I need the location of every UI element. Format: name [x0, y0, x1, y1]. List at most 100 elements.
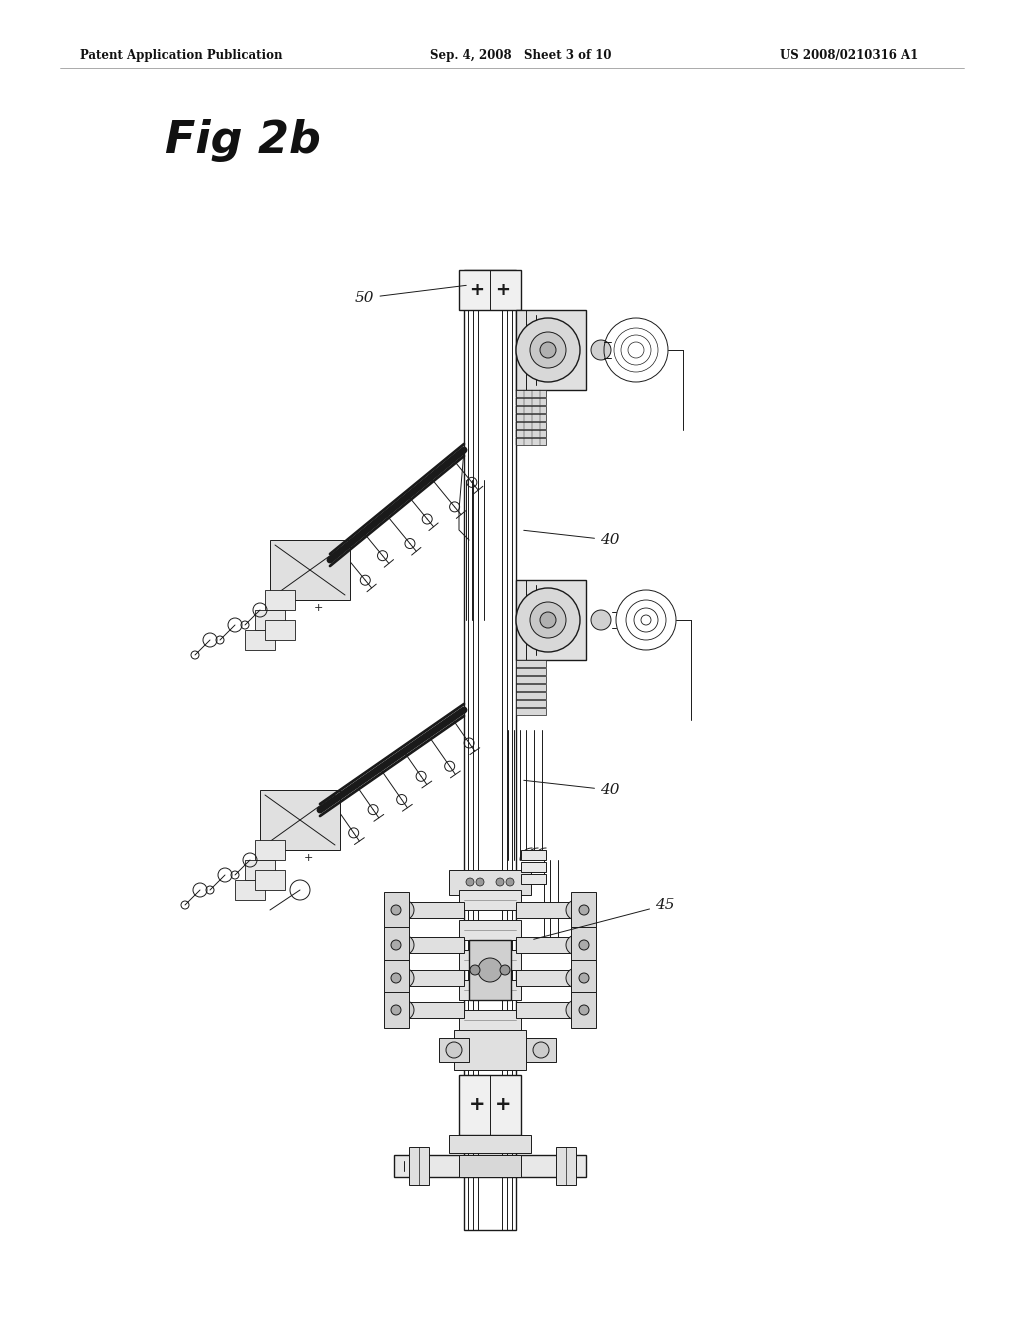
Bar: [516, 310, 586, 389]
Circle shape: [579, 940, 589, 950]
Bar: [255, 840, 285, 861]
Bar: [516, 430, 546, 437]
Circle shape: [530, 333, 566, 368]
Circle shape: [496, 878, 504, 886]
Bar: [516, 1002, 571, 1018]
Text: +: +: [469, 281, 484, 300]
Bar: [409, 902, 464, 917]
Circle shape: [579, 1005, 589, 1015]
Circle shape: [466, 878, 474, 886]
Bar: [459, 1155, 521, 1177]
Bar: [459, 1074, 521, 1135]
Bar: [516, 579, 586, 660]
Circle shape: [446, 1041, 462, 1059]
Bar: [449, 1135, 531, 1152]
Bar: [516, 399, 546, 405]
Circle shape: [394, 900, 414, 920]
Bar: [234, 880, 265, 900]
Bar: [516, 660, 546, 667]
Bar: [409, 1147, 429, 1185]
Text: Fig 2b: Fig 2b: [165, 119, 321, 161]
Bar: [439, 1038, 469, 1063]
Bar: [384, 993, 409, 1028]
Bar: [409, 1002, 464, 1018]
Bar: [571, 960, 596, 997]
Text: US 2008/0210316 A1: US 2008/0210316 A1: [780, 49, 919, 62]
Circle shape: [566, 1001, 586, 1020]
Circle shape: [506, 878, 514, 886]
Text: +: +: [496, 281, 511, 300]
Bar: [571, 892, 596, 928]
Circle shape: [540, 612, 556, 628]
Bar: [516, 422, 546, 429]
Bar: [516, 937, 571, 953]
Bar: [459, 271, 521, 310]
Bar: [270, 540, 350, 601]
Circle shape: [476, 878, 484, 886]
Text: +: +: [313, 603, 323, 612]
Circle shape: [540, 342, 556, 358]
Circle shape: [516, 318, 580, 381]
Text: +: +: [495, 1096, 511, 1114]
Text: Sep. 4, 2008   Sheet 3 of 10: Sep. 4, 2008 Sheet 3 of 10: [430, 49, 611, 62]
Bar: [469, 940, 511, 1001]
Bar: [454, 1030, 526, 1071]
Circle shape: [470, 965, 480, 975]
Text: 45: 45: [534, 898, 675, 940]
Bar: [521, 850, 546, 861]
Circle shape: [530, 602, 566, 638]
Bar: [245, 861, 275, 880]
Circle shape: [591, 610, 611, 630]
Bar: [245, 630, 275, 649]
Bar: [384, 892, 409, 928]
Circle shape: [391, 1005, 401, 1015]
Bar: [516, 902, 571, 917]
Bar: [526, 1038, 556, 1063]
Bar: [255, 610, 285, 630]
Bar: [516, 414, 546, 421]
Circle shape: [566, 935, 586, 954]
Circle shape: [391, 940, 401, 950]
Bar: [516, 700, 546, 708]
Bar: [255, 870, 285, 890]
Circle shape: [391, 973, 401, 983]
Circle shape: [566, 968, 586, 987]
Circle shape: [500, 965, 510, 975]
Bar: [516, 389, 546, 397]
Bar: [260, 789, 340, 850]
Circle shape: [591, 341, 611, 360]
Bar: [464, 271, 516, 1230]
Bar: [449, 870, 531, 895]
Bar: [459, 1010, 521, 1030]
Bar: [516, 676, 546, 682]
Text: +: +: [469, 1096, 485, 1114]
Bar: [516, 970, 571, 986]
Bar: [384, 960, 409, 997]
Circle shape: [566, 900, 586, 920]
Bar: [516, 668, 546, 675]
Bar: [521, 862, 546, 873]
Bar: [265, 620, 295, 640]
Bar: [394, 1155, 586, 1177]
Bar: [384, 927, 409, 964]
Circle shape: [394, 935, 414, 954]
Bar: [459, 950, 521, 970]
Bar: [521, 874, 546, 884]
Circle shape: [394, 1001, 414, 1020]
Bar: [516, 684, 546, 690]
Bar: [409, 937, 464, 953]
Bar: [516, 438, 546, 445]
Bar: [556, 1147, 575, 1185]
Text: 50: 50: [355, 285, 466, 305]
Circle shape: [579, 973, 589, 983]
Bar: [265, 590, 295, 610]
Bar: [409, 970, 464, 986]
Bar: [516, 692, 546, 700]
Circle shape: [516, 587, 580, 652]
Text: Patent Application Publication: Patent Application Publication: [80, 49, 283, 62]
Bar: [516, 407, 546, 413]
Bar: [459, 920, 521, 940]
Bar: [459, 979, 521, 1001]
Text: 40: 40: [523, 780, 620, 797]
Bar: [516, 708, 546, 715]
